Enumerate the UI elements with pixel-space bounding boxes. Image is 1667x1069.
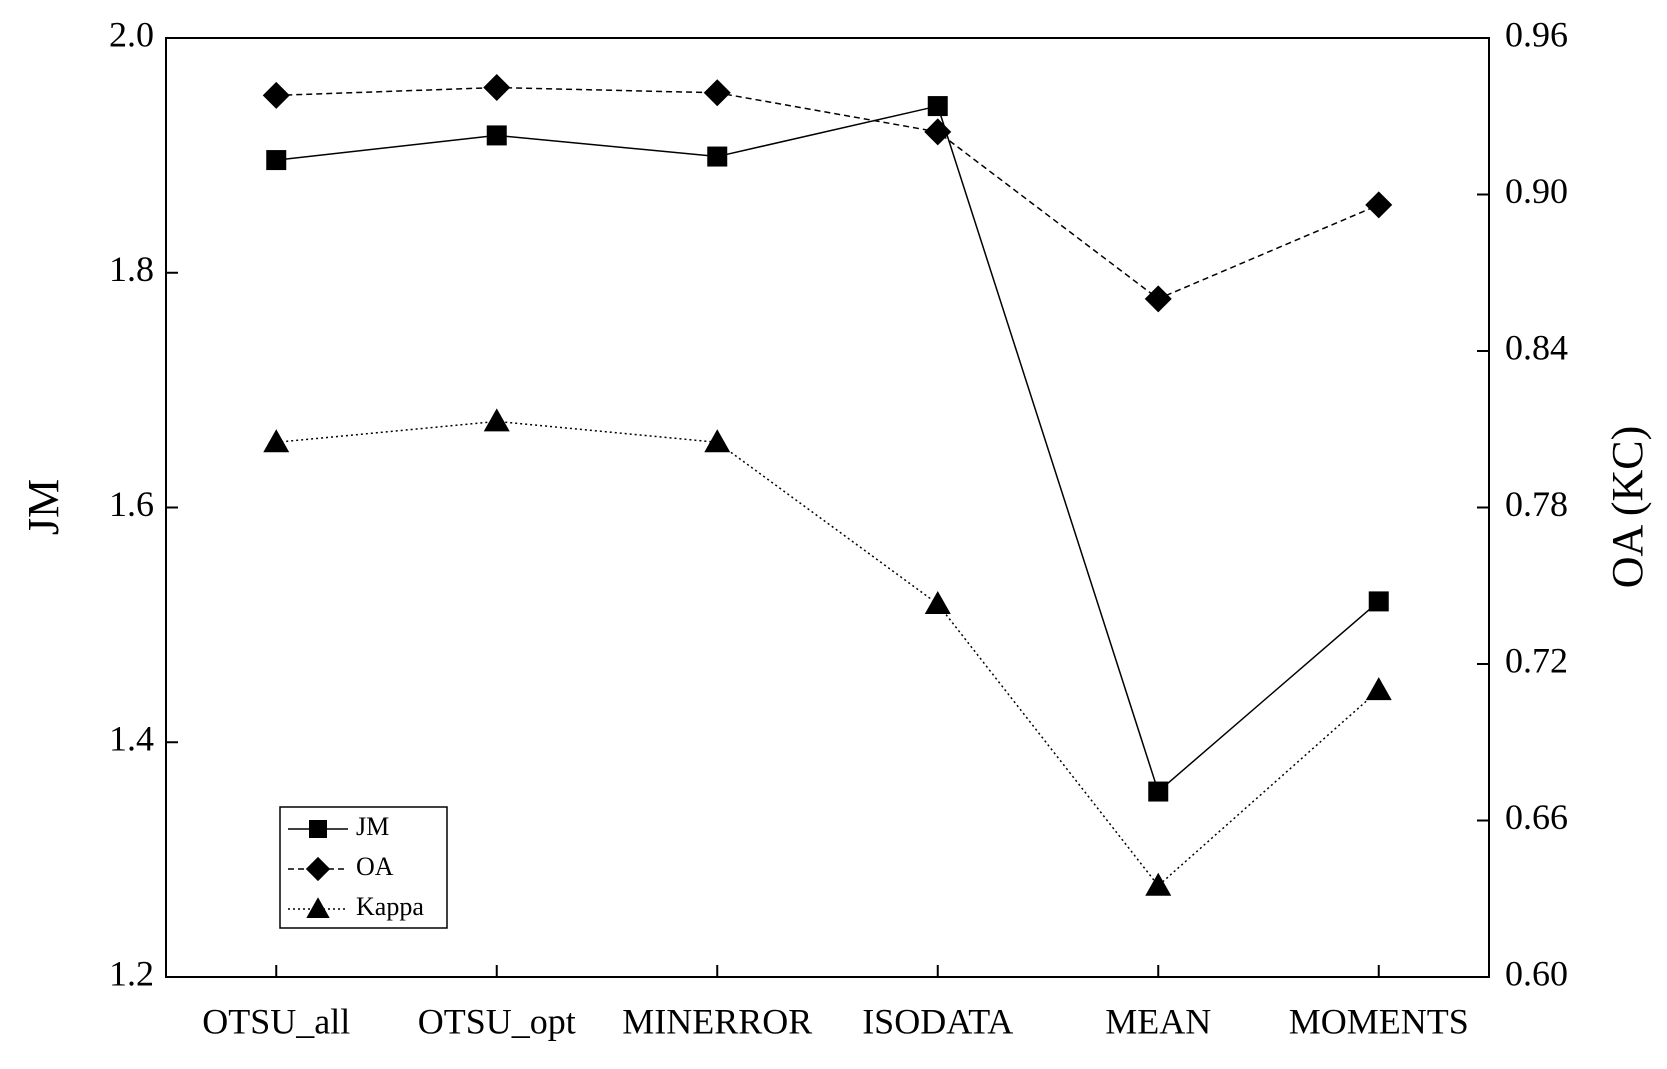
- marker-triangle: [924, 591, 951, 615]
- y2-tick-label: 0.66: [1505, 797, 1568, 837]
- marker-diamond: [703, 79, 731, 107]
- marker-square: [707, 146, 728, 167]
- marker-diamond: [483, 74, 511, 102]
- x-tick-label: MOMENTS: [1289, 1001, 1469, 1041]
- y2-tick-label: 0.72: [1505, 640, 1568, 680]
- marker-square: [927, 96, 948, 117]
- series-line: [276, 86, 1380, 300]
- marker-square: [266, 150, 287, 171]
- x-tick-label: MEAN: [1105, 1001, 1211, 1041]
- x-tick-label: OTSU_opt: [418, 1001, 576, 1041]
- x-tick-label: ISODATA: [862, 1001, 1013, 1041]
- y2-tick-label: 0.84: [1505, 327, 1568, 367]
- marker-diamond: [924, 118, 952, 146]
- marker-square: [486, 125, 507, 146]
- marker-triangle: [483, 408, 510, 432]
- series-line: [276, 105, 1380, 793]
- marker-triangle: [263, 429, 290, 453]
- y2-tick-label: 0.78: [1505, 484, 1568, 524]
- y2-tick-label: 0.96: [1505, 14, 1568, 54]
- marker-triangle: [704, 429, 731, 453]
- x-tick-label: OTSU_all: [202, 1001, 350, 1041]
- y-tick-label: 1.6: [109, 484, 154, 524]
- marker-square: [309, 820, 327, 838]
- y-tick-label: 2.0: [109, 14, 154, 54]
- marker-diamond: [305, 856, 331, 882]
- marker-diamond: [1144, 285, 1172, 313]
- marker-diamond: [262, 81, 290, 109]
- marker-square: [1148, 781, 1169, 802]
- marker-square: [1368, 591, 1389, 612]
- y-tick-label: 1.2: [109, 953, 154, 993]
- legend-label: OA: [356, 852, 394, 881]
- y2-tick-label: 0.90: [1505, 171, 1568, 211]
- marker-triangle: [1145, 872, 1172, 896]
- x-tick-label: MINERROR: [622, 1001, 812, 1041]
- y-tick-label: 1.4: [109, 719, 154, 759]
- y2-axis-label: OA (KC): [1603, 426, 1652, 589]
- y-axis-label: JM: [19, 479, 68, 535]
- legend-label: JM: [356, 812, 389, 841]
- y2-tick-label: 0.60: [1505, 953, 1568, 993]
- marker-triangle: [1365, 677, 1392, 701]
- legend-label: Kappa: [356, 892, 424, 921]
- y-tick-label: 1.8: [109, 249, 154, 289]
- marker-triangle: [306, 897, 330, 918]
- marker-diamond: [1365, 191, 1393, 219]
